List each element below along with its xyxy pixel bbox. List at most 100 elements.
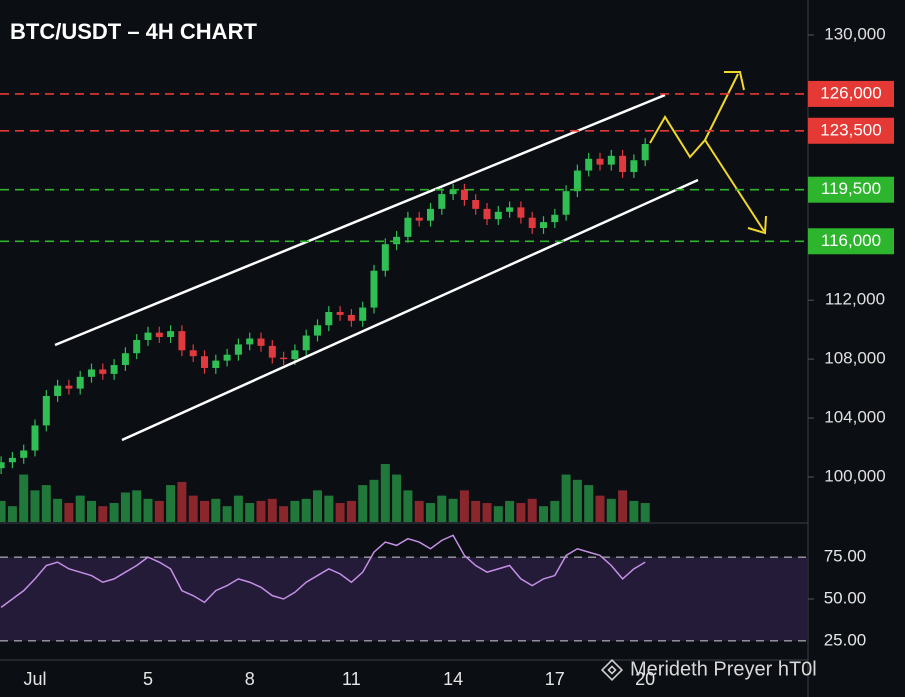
candle-body <box>460 189 468 201</box>
candle-body <box>494 211 502 220</box>
volume-bar <box>437 495 447 522</box>
volume-bar <box>358 485 368 522</box>
volume-layer <box>0 464 650 522</box>
volume-bar <box>0 500 6 522</box>
volume-bar <box>392 474 402 522</box>
candle-body <box>42 395 50 426</box>
volume-bar <box>75 495 85 522</box>
rsi-tick-label: 75.00 <box>824 547 867 566</box>
volume-bar <box>448 498 458 522</box>
arrow-up <box>649 73 739 159</box>
candle-body <box>427 208 434 221</box>
volume-bar <box>154 500 164 522</box>
candle-body <box>133 339 141 354</box>
volume-bar <box>87 500 96 522</box>
volume-bar <box>7 506 17 522</box>
candle-body <box>641 144 649 161</box>
arrowhead <box>724 71 745 91</box>
candle-body <box>76 376 84 389</box>
candle-body <box>212 360 220 368</box>
candle-body <box>562 191 570 215</box>
candle-body <box>573 170 581 192</box>
volume-bar <box>414 500 424 522</box>
volume-bar <box>19 474 29 522</box>
volume-bar <box>572 479 582 522</box>
volume-bar <box>120 492 130 522</box>
projection-arrows <box>649 71 767 235</box>
candle-body <box>88 369 95 377</box>
volume-bar <box>369 479 379 522</box>
volume-bar <box>324 495 334 522</box>
volume-bar <box>471 500 481 522</box>
candle-body <box>99 369 107 374</box>
volume-bar <box>267 498 277 522</box>
volume-bar <box>505 500 515 522</box>
volume-bar <box>606 498 616 522</box>
candle-body <box>246 338 254 345</box>
level-label: 119,500 <box>821 179 881 198</box>
candle-body <box>551 214 559 223</box>
x-tick-label: 8 <box>245 669 255 689</box>
volume-bar <box>143 498 153 522</box>
icon-shape <box>600 658 624 682</box>
volume-bar <box>98 506 108 522</box>
candle-body <box>257 338 265 346</box>
rsi-line <box>0 534 646 608</box>
candle-body <box>585 158 593 171</box>
volume-bar <box>482 503 492 522</box>
channel-line <box>54 93 666 347</box>
candle-body <box>8 457 16 463</box>
level-label: 126,000 <box>820 83 881 102</box>
candle-body <box>20 450 28 458</box>
candle-body <box>528 217 536 229</box>
watermark-icon <box>600 658 624 682</box>
y-tick-label: 100,000 <box>824 466 885 485</box>
volume-bar <box>188 495 198 522</box>
volume-bar <box>539 506 548 522</box>
level-box <box>808 176 894 203</box>
volume-bar <box>53 498 63 522</box>
volume-bar <box>527 498 537 522</box>
candle-body <box>415 217 423 221</box>
candle-body <box>302 335 310 351</box>
volume-bar <box>279 506 289 522</box>
volume-bar <box>403 490 413 522</box>
candle-body <box>596 158 604 165</box>
candle-body <box>189 350 197 357</box>
candle-body <box>630 160 638 173</box>
volume-bar <box>493 506 503 522</box>
candle-body <box>359 307 367 321</box>
candle-body <box>347 314 355 321</box>
volume-bar <box>640 503 650 522</box>
volume-bar <box>211 498 221 522</box>
volume-bar <box>301 498 311 522</box>
x-tick-label: 5 <box>143 669 153 689</box>
volume-bar <box>30 490 40 522</box>
level-box <box>808 117 894 144</box>
volume-bar <box>426 503 435 522</box>
icon-shape <box>607 665 617 675</box>
arrow-down <box>704 139 765 232</box>
volume-bar <box>313 490 322 522</box>
candle-body <box>201 356 208 368</box>
rsi-band <box>0 557 808 641</box>
rsi-panel: 75.00 50.00 25.00 <box>0 534 867 649</box>
watermark: Merideth Preyer hT0l <box>600 658 817 682</box>
candle-body <box>178 331 186 351</box>
volume-bar <box>290 500 300 522</box>
levels: 126,000 123,500 119,500 116,000 <box>0 80 894 255</box>
candle-layer <box>0 138 649 475</box>
volume-bar <box>109 503 119 522</box>
candle-body <box>121 353 129 366</box>
candle-body <box>483 208 491 220</box>
arrowhead <box>747 215 767 235</box>
candle-body <box>517 207 525 218</box>
volume-bar <box>561 474 571 522</box>
candle-body <box>336 311 344 315</box>
candle-body <box>223 354 231 361</box>
candle-body <box>144 332 152 340</box>
channel-line <box>121 178 699 442</box>
volume-bar <box>516 503 526 522</box>
chart-title: BTC/USDT – 4H CHART <box>10 19 257 44</box>
y-tick-label: 108,000 <box>824 349 885 368</box>
